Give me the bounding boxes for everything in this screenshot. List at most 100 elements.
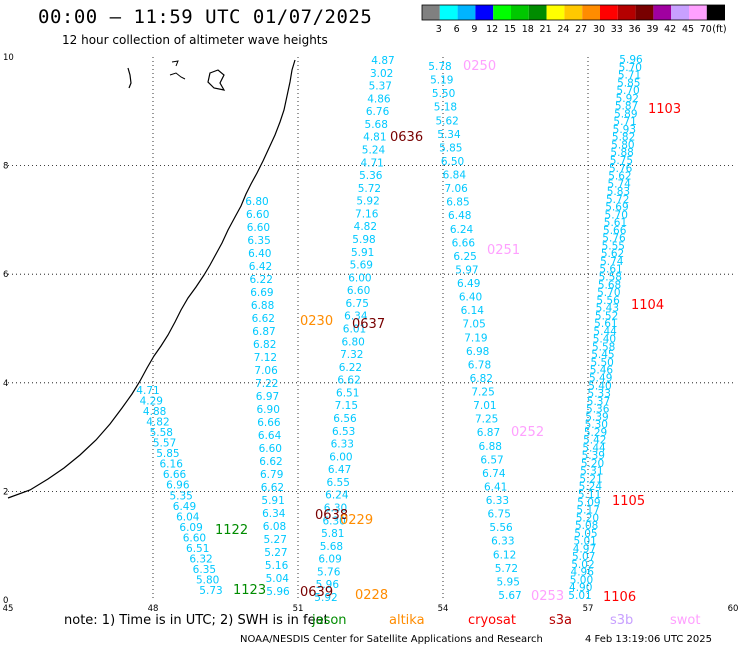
wave-height-value: 6.87 [252,326,275,338]
wave-height-value: 6.98 [466,346,489,358]
wave-height-value: 6.47 [328,464,351,476]
wave-height-value: 6.24 [325,490,349,502]
wave-height-value: 5.72 [495,563,518,575]
pass-time-label: 1105 [612,494,645,509]
wave-height-value: 5.37 [369,81,392,93]
wave-height-value: 5.01 [568,590,591,602]
lon-tick-label: 60 [728,604,739,614]
wave-height-value: 6.33 [491,536,514,548]
wave-height-value: 5.20 [581,458,604,470]
wave-height-value: 5.34 [437,129,461,141]
lon-tick-label: 45 [3,604,14,614]
wave-height-value: 6.51 [186,543,209,555]
wave-height-value: 6.22 [339,362,362,374]
wave-height-value: 4.29 [140,396,163,408]
wave-height-value: 6.09 [318,554,341,566]
wave-height-value: 6.88 [251,300,274,312]
lon-tick-label: 57 [583,604,594,614]
wave-height-value: 5.83 [607,186,630,198]
wave-height-value: 6.62 [261,482,284,494]
wave-height-value: 5.58 [592,341,615,353]
wave-height-value: 5.00 [570,574,593,586]
wave-height-value: 7.25 [471,387,494,399]
wave-height-value: 5.39 [582,450,605,462]
wave-height-value: 5.68 [365,119,388,131]
wave-height-value: 5.74 [607,178,631,190]
wave-height-value: 5.17 [576,505,599,517]
wave-height-value: 6.97 [256,391,279,403]
wave-height-value: 6.55 [327,477,350,489]
wave-height-value: 6.62 [337,375,360,387]
wave-height-value: 7.05 [462,319,485,331]
wave-height-value: 6.80 [245,196,268,208]
wave-height-value: 5.46 [590,365,614,377]
wave-height-value: 6.87 [477,427,500,439]
wave-height-value: 5.61 [594,318,617,330]
lat-tick-label: 4 [3,379,8,389]
wave-height-value: 5.72 [606,194,629,206]
wave-height-value: 6.66 [452,237,476,249]
lon-tick-label: 48 [148,604,159,614]
wave-height-value: 6.49 [173,501,196,513]
lat-tick-label: 0 [3,596,8,606]
wave-height-value: 5.75 [610,155,633,167]
wave-height-value: 5.95 [497,576,520,588]
wave-height-value: 5.81 [321,528,344,540]
wave-height-value: 4.88 [143,406,166,418]
wave-height-value: 6.96 [166,480,190,492]
legend-tick-label: 36 [629,24,641,35]
wave-height-value: 5.62 [435,115,458,127]
lon-tick-label: 51 [293,604,304,614]
wave-height-value: 6.60 [259,443,282,455]
pass-time-label: 0639 [300,585,333,600]
legend-swatch [546,5,565,20]
wave-height-value: 5.92 [314,592,337,604]
legend-swatch [439,5,458,20]
wave-height-value: 6.35 [247,235,270,247]
wave-height-value: 6.00 [329,451,352,463]
wave-height-value: 5.97 [455,264,478,276]
pass-time-label: 0230 [300,314,333,329]
wave-height-value: 7.06 [254,365,278,377]
wave-height-value: 5.57 [153,438,176,450]
wave-height-value: 4.97 [573,543,596,555]
wave-height-value: 5.39 [585,411,608,423]
wave-height-value: 5.19 [430,75,453,87]
wave-height-value: 4.87 [371,55,394,67]
pass-time-label: 1103 [648,102,681,117]
wave-height-value: 5.42 [583,435,606,447]
wave-height-value: 5.93 [613,124,636,136]
legend-tick-label: 6 [454,24,460,35]
wave-height-value: 5.04 [266,573,290,585]
socotra-island [207,69,226,91]
wave-height-value: 5.70 [619,62,642,74]
wave-height-value: 5.52 [595,310,618,322]
sat-label-swot: swot [670,613,701,628]
wave-height-value: 5.56 [596,295,620,307]
wave-height-value: 5.98 [352,234,375,246]
pass-time-label: 0253 [531,589,564,604]
wave-height-value: 6.01 [343,324,366,336]
wave-height-value: 5.08 [575,520,598,532]
wave-height-value: 6.80 [341,336,364,348]
wave-height-value: 5.07 [572,551,595,563]
legend-tick-label: 30 [593,24,605,35]
wave-height-value: 5.80 [611,139,634,151]
wave-height-legend: 3 6 9 12 15 18 21 24 27 30 33 36 39 42 45 70 (ft) [421,4,727,35]
wave-height-value: 6.62 [252,313,275,325]
wave-height-value: 5.68 [598,279,621,291]
wave-height-value: 6.51 [336,387,359,399]
legend-tick-label: 24 [557,24,569,35]
wave-height-value: 6.76 [366,106,390,118]
wave-height-value: 6.60 [347,285,370,297]
wave-height-value: 5.44 [582,442,606,454]
wave-height-value: 7.01 [473,400,496,412]
wave-height-value: 5.58 [599,272,622,284]
wave-height-value: 6.49 [457,278,480,290]
wave-height-value: 4.81 [363,132,386,144]
legend-tick-label: 27 [575,24,587,35]
wave-height-value: 6.41 [484,481,507,493]
wave-height-value: 7.25 [475,414,498,426]
pass-time-label: 1104 [631,298,664,313]
legend-tick-label: 45 [682,24,694,35]
